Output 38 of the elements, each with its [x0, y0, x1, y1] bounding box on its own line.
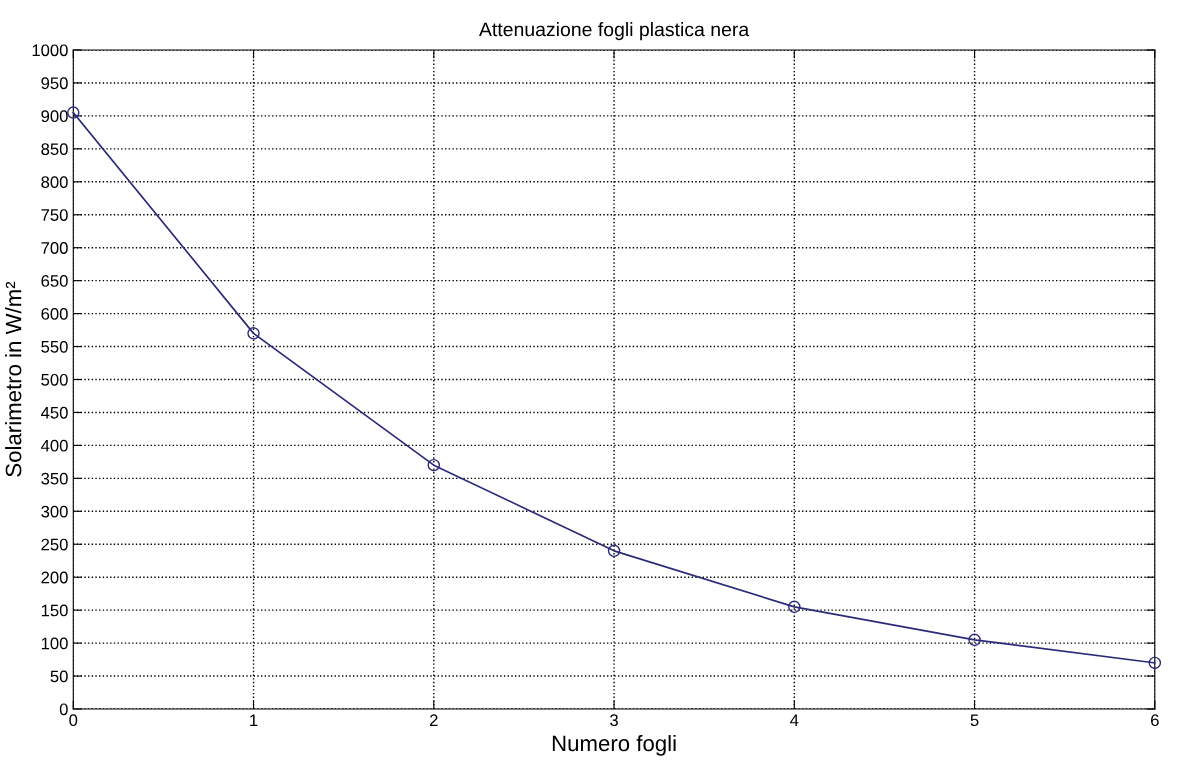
y-tick-label: 500: [41, 373, 68, 386]
y-tick-label: 300: [41, 505, 68, 518]
y-tick-label: 900: [41, 110, 68, 123]
point: [67, 106, 80, 119]
x-tick-label: 0: [69, 714, 78, 727]
point: [1148, 656, 1162, 670]
y-tick-label: 350: [41, 472, 68, 485]
y-tick-label: 800: [41, 176, 68, 188]
y-tick-label: 700: [41, 242, 68, 254]
y-tick-label: 200: [41, 571, 68, 584]
y-tick-label: 850: [41, 143, 68, 156]
y-tick-label: 750: [41, 209, 68, 221]
y-tick-label: 650: [41, 275, 68, 287]
y-tick-label: 100: [41, 637, 68, 650]
x-tick-label: 6: [1151, 714, 1159, 727]
x-tick-label: 5: [970, 714, 979, 727]
y-tick-label: 450: [41, 406, 68, 419]
y-tick-label: 50: [50, 670, 68, 683]
point: [788, 600, 801, 614]
y-tick-label: 950: [41, 77, 68, 90]
x-axis-title: Numero fogli: [552, 734, 676, 756]
y-tick-label: 550: [41, 340, 68, 353]
y-tick-label: 600: [41, 308, 68, 320]
y-axis-title: Solarimetro in W/m²: [5, 281, 22, 477]
point: [427, 458, 441, 472]
point: [607, 544, 621, 558]
x-tick-label: 4: [790, 714, 799, 726]
y-tick-label: 250: [41, 538, 68, 551]
x-tick-label: 2: [430, 714, 438, 726]
chart-title: Attenuazione fogli plastica nera: [478, 22, 750, 41]
point: [247, 327, 260, 340]
y-tick-label: 400: [41, 439, 68, 452]
x-tick-label: 1: [250, 714, 258, 726]
y-tick-label: 0: [59, 703, 68, 716]
x-tick-label: 3: [610, 714, 618, 727]
y-tick-label: 1000: [32, 44, 68, 57]
y-tick-label: 150: [41, 604, 68, 617]
point: [968, 633, 981, 647]
